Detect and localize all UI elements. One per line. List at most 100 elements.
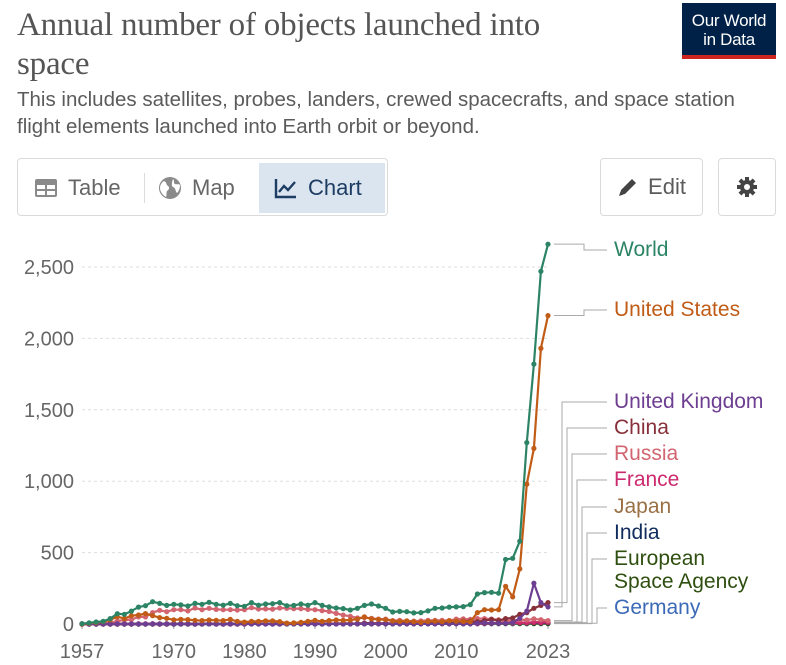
data-point bbox=[171, 607, 177, 613]
data-point bbox=[404, 618, 410, 624]
data-point bbox=[503, 556, 509, 563]
data-point bbox=[397, 608, 403, 614]
data-point bbox=[157, 615, 163, 621]
label-connector bbox=[554, 453, 607, 622]
data-point bbox=[474, 591, 480, 597]
data-point bbox=[446, 604, 452, 610]
edit-button[interactable]: Edit bbox=[600, 158, 703, 216]
data-point bbox=[496, 590, 502, 596]
data-point bbox=[361, 602, 367, 608]
data-point bbox=[241, 619, 247, 625]
y-tick-label: 1,500 bbox=[24, 400, 74, 422]
data-point bbox=[375, 603, 382, 609]
data-point bbox=[213, 606, 219, 612]
data-point bbox=[368, 621, 375, 627]
data-point bbox=[263, 601, 269, 607]
data-point bbox=[340, 612, 346, 618]
data-point bbox=[347, 617, 353, 623]
data-point bbox=[114, 621, 120, 627]
data-point bbox=[474, 620, 480, 626]
data-point bbox=[312, 600, 318, 606]
data-point bbox=[171, 621, 177, 627]
data-point bbox=[270, 618, 276, 624]
x-tick-label: 1990 bbox=[293, 641, 338, 663]
data-point bbox=[510, 594, 516, 600]
data-point bbox=[185, 603, 191, 609]
data-point bbox=[298, 619, 304, 625]
series-label: United States bbox=[614, 298, 740, 321]
series-label: France bbox=[614, 468, 679, 491]
data-point bbox=[157, 621, 163, 627]
chart-subtitle: This includes satellites, probes, lander… bbox=[17, 88, 735, 138]
data-point bbox=[517, 566, 523, 572]
tab-chart[interactable]: Chart bbox=[259, 163, 385, 213]
data-point bbox=[142, 621, 149, 627]
data-point bbox=[474, 610, 480, 616]
data-point bbox=[418, 619, 424, 625]
data-point bbox=[206, 605, 212, 611]
data-point bbox=[467, 619, 473, 625]
data-point bbox=[432, 605, 438, 611]
data-point bbox=[192, 621, 198, 627]
data-point bbox=[319, 618, 325, 624]
data-point bbox=[185, 617, 191, 623]
data-point bbox=[79, 621, 85, 627]
data-point bbox=[404, 609, 410, 615]
tab-map[interactable]: Map bbox=[158, 163, 258, 213]
data-point bbox=[517, 615, 523, 621]
pencil-icon bbox=[619, 179, 637, 196]
data-point bbox=[114, 611, 120, 617]
data-point bbox=[164, 621, 170, 627]
our-world-in-data-logo[interactable]: Our World in Data bbox=[682, 3, 776, 59]
y-tick-label: 2,500 bbox=[24, 257, 74, 279]
series-label: United Kingdom bbox=[614, 390, 763, 413]
data-point bbox=[333, 617, 339, 623]
globe-icon bbox=[159, 177, 181, 199]
data-point bbox=[192, 605, 198, 611]
data-point bbox=[347, 613, 353, 619]
data-point bbox=[390, 609, 396, 615]
data-point bbox=[453, 618, 459, 624]
data-point bbox=[206, 599, 212, 605]
data-point bbox=[291, 602, 297, 608]
x-tick-label: 2023 bbox=[526, 641, 571, 663]
data-point bbox=[481, 607, 488, 613]
data-point bbox=[524, 617, 530, 623]
data-point bbox=[227, 607, 233, 613]
data-point bbox=[354, 621, 360, 627]
data-point bbox=[488, 589, 495, 595]
data-point bbox=[234, 603, 240, 609]
data-point bbox=[100, 618, 106, 624]
data-point bbox=[298, 606, 304, 612]
settings-button[interactable] bbox=[718, 158, 776, 216]
data-point bbox=[510, 620, 516, 626]
data-point bbox=[432, 618, 438, 624]
data-point bbox=[368, 601, 375, 607]
data-point bbox=[107, 616, 113, 622]
label-connector bbox=[554, 607, 607, 624]
data-point bbox=[488, 607, 495, 613]
gear-icon bbox=[737, 177, 757, 197]
series-label: European Space Agency bbox=[614, 547, 749, 593]
tab-divider bbox=[144, 173, 145, 203]
data-point bbox=[383, 621, 389, 627]
x-tick-label: 1980 bbox=[222, 641, 267, 663]
data-point bbox=[135, 612, 142, 618]
data-point bbox=[312, 607, 318, 613]
data-point bbox=[227, 621, 233, 627]
data-point bbox=[284, 620, 290, 626]
label-connector bbox=[554, 506, 607, 623]
data-point bbox=[531, 605, 537, 611]
data-point bbox=[234, 607, 240, 613]
y-tick-label: 0 bbox=[63, 614, 74, 636]
data-point bbox=[524, 481, 530, 487]
data-point bbox=[220, 602, 226, 608]
data-point bbox=[418, 610, 424, 616]
data-point bbox=[361, 614, 367, 620]
data-point bbox=[142, 603, 149, 609]
data-point bbox=[178, 607, 184, 613]
data-point bbox=[496, 607, 502, 613]
tab-table[interactable]: Table bbox=[34, 163, 146, 213]
data-point bbox=[248, 605, 255, 611]
data-point bbox=[375, 616, 382, 622]
